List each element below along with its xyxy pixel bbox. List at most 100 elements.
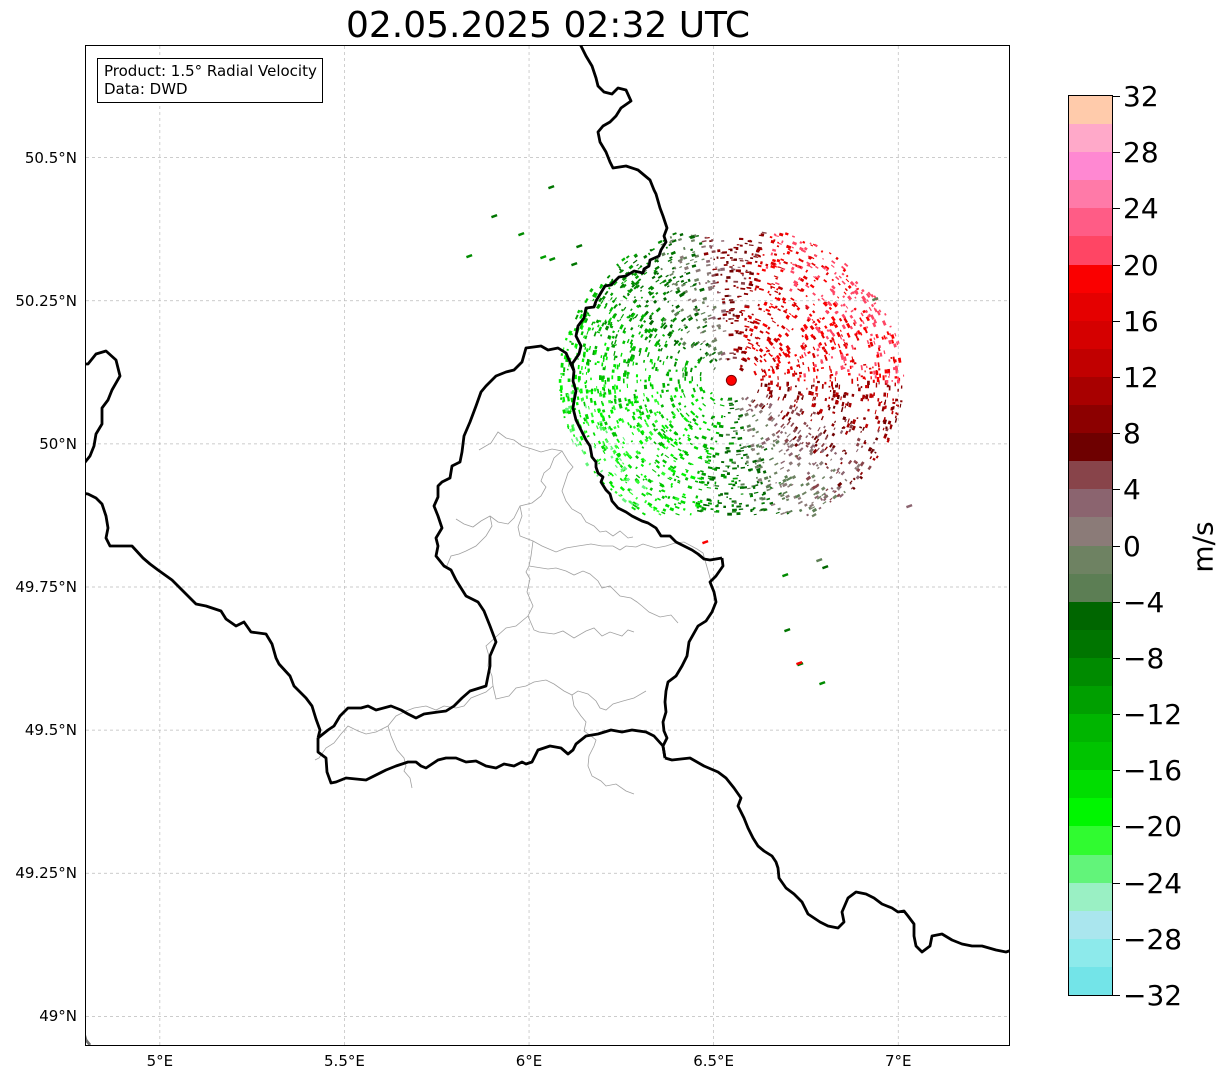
radar-echo: [712, 268, 718, 271]
radar-echo: [603, 448, 607, 452]
radar-echo: [702, 356, 705, 359]
radar-echo: [780, 305, 785, 308]
radar-echo: [778, 481, 781, 484]
radar-echo: [808, 447, 814, 453]
radar-echo: [585, 380, 588, 383]
radar-echo: [636, 506, 640, 510]
radar-echo: [696, 325, 701, 330]
country-border: [317, 344, 576, 740]
radar-echo: [580, 397, 583, 402]
radar-echo: [691, 298, 698, 303]
radar-echo: [756, 470, 761, 474]
radar-echo: [607, 286, 611, 290]
radar-echo: [832, 320, 836, 325]
radar-echo: [648, 333, 653, 339]
radar-echo: [671, 304, 674, 307]
radar-echo: [773, 337, 779, 343]
radar-echo: [815, 438, 820, 444]
radar-echo: [729, 407, 735, 410]
radar-echo: [816, 354, 820, 357]
radar-echo: [701, 245, 706, 249]
radar-echo: [678, 441, 682, 445]
lon-tick-label: 5°E: [146, 1052, 174, 1070]
radar-echo: [808, 432, 812, 436]
map-panel[interactable]: [85, 45, 1010, 1046]
radar-echo: [644, 379, 647, 383]
radar-echo: [677, 327, 681, 331]
radar-echo: [869, 341, 874, 347]
radar-echo: [766, 282, 772, 286]
radar-echo: [643, 384, 648, 390]
radar-echo: [844, 451, 848, 455]
radar-echo: [833, 340, 837, 346]
radar-echo: [788, 312, 792, 316]
colorbar-segment: [1069, 770, 1112, 799]
radar-echo: [776, 324, 780, 327]
radar-echo: [784, 474, 789, 479]
radar-site-layer: [725, 374, 737, 386]
radar-echo: [603, 384, 606, 388]
radar-echo: [601, 380, 604, 382]
radar-site-marker[interactable]: [725, 374, 737, 386]
radar-echo: [648, 409, 653, 414]
radar-echo: [864, 377, 866, 380]
radar-echo: [850, 309, 854, 313]
radar-echo: [600, 400, 604, 405]
radar-echo: [699, 348, 702, 351]
radar-echo: [808, 313, 813, 317]
radar-echo: [642, 478, 645, 481]
radar-echo: [824, 356, 828, 362]
radar-echo: [770, 285, 773, 289]
radar-echo: [852, 477, 856, 481]
radar-echo: [613, 431, 618, 437]
radar-echo: [851, 365, 854, 368]
radar-echo: [887, 420, 892, 425]
radar-echo: [855, 288, 858, 291]
radar-echo: [820, 366, 825, 370]
radar-echo: [844, 478, 848, 482]
radar-echo: [872, 457, 876, 461]
radar-echo: [611, 375, 614, 380]
radar-echo: [862, 309, 866, 314]
radar-echo: [821, 297, 825, 301]
radar-echo: [812, 320, 816, 324]
radar-echo: [733, 285, 736, 287]
radar-echo: [675, 340, 680, 345]
radar-echo: [802, 275, 808, 280]
radar-echo: [720, 267, 725, 271]
radar-echo: [608, 317, 612, 322]
radar-echo: [740, 457, 744, 460]
colorbar-segment: [1069, 938, 1112, 968]
radar-echo: [821, 564, 829, 570]
radar-echo: [683, 281, 688, 285]
radar-echo: [673, 459, 677, 463]
radar-echo: [798, 508, 803, 513]
radar-echo: [681, 367, 684, 372]
lon-tick-label: 5.5°E: [324, 1052, 365, 1070]
radar-echo: [560, 375, 562, 379]
radar-echo: [895, 412, 898, 415]
radar-echo: [810, 391, 814, 396]
radar-echo: [715, 431, 720, 435]
radar-echo: [865, 292, 871, 298]
radar-echo: [681, 495, 687, 499]
country-border: [316, 728, 667, 785]
radar-echo: [638, 405, 642, 410]
radar-echo: [712, 280, 716, 283]
radar-echo: [870, 376, 872, 380]
radar-echo: [654, 419, 659, 424]
radar-echo: [803, 246, 808, 251]
radar-echo: [758, 255, 762, 258]
radar-echo: [728, 397, 733, 400]
radar-echo: [789, 443, 795, 449]
radar-echo: [675, 280, 680, 283]
radar-echo: [675, 512, 680, 516]
radar-echo: [616, 424, 620, 429]
radar-echo: [788, 452, 794, 457]
radar-echo: [717, 324, 722, 328]
radar-echo: [816, 318, 821, 324]
gridlines: [86, 46, 1009, 1045]
radar-echo: [860, 386, 863, 389]
radar-echo: [680, 279, 685, 283]
radar-echo: [602, 440, 606, 445]
